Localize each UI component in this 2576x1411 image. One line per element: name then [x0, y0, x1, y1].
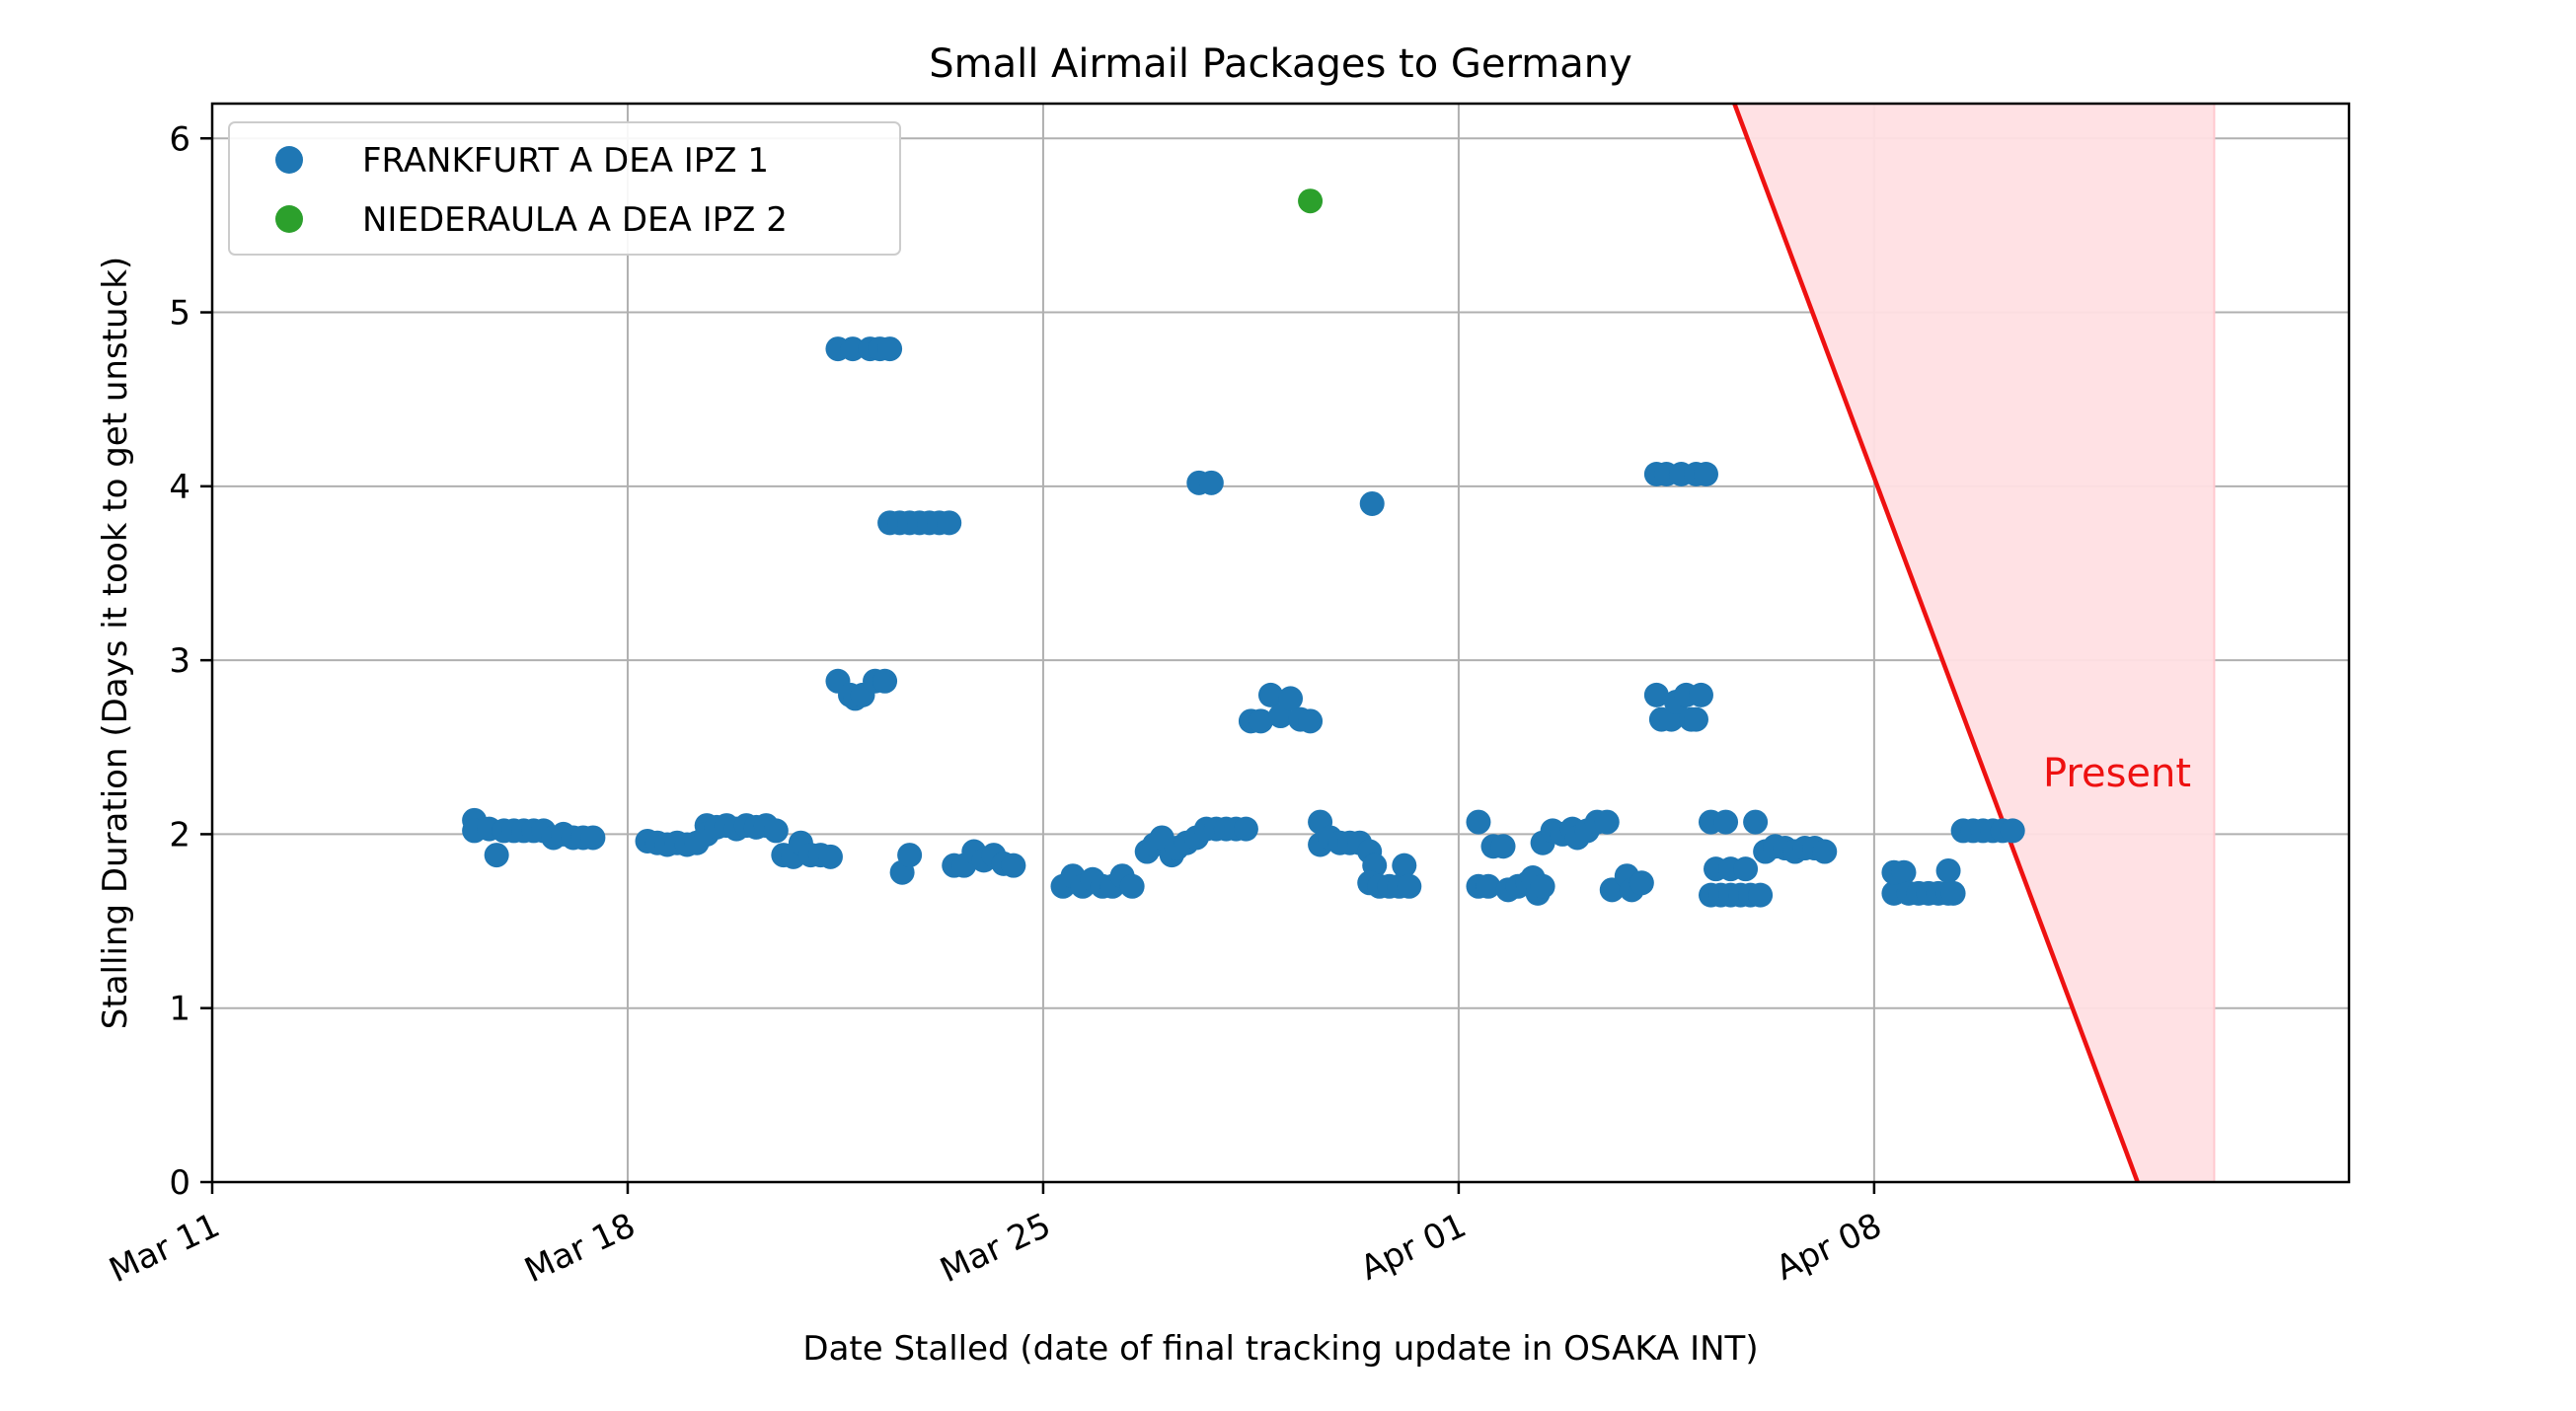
present-annotation: Present — [2043, 751, 2191, 796]
scatter-point — [1940, 880, 1966, 906]
present-shading — [1734, 104, 2215, 1182]
scatter-point — [1392, 853, 1417, 878]
scatter-point — [1490, 834, 1516, 859]
scatter-point — [872, 668, 898, 694]
chart-title: Small Airmail Packages to Germany — [929, 41, 1632, 87]
scatter-point — [1643, 682, 1669, 707]
x-tick-label: Mar 18 — [519, 1206, 642, 1291]
scatter-point — [1119, 873, 1145, 899]
scatter-point — [1359, 490, 1385, 516]
legend-marker — [275, 205, 303, 233]
y-tick-label: 6 — [169, 119, 190, 159]
scatter-point — [2000, 818, 2025, 844]
scatter-point — [1466, 809, 1491, 835]
data-points — [462, 188, 2025, 908]
present-region — [1732, 104, 2216, 1182]
scatter-point — [1733, 856, 1759, 882]
scatter-point — [1298, 188, 1324, 214]
y-tick-label: 4 — [169, 468, 190, 507]
x-tick-label: Apr 08 — [1770, 1206, 1887, 1289]
scatter-point — [763, 818, 789, 844]
scatter-point — [1693, 461, 1718, 486]
x-axis-label: Date Stalled (date of final tracking upd… — [802, 1329, 1758, 1369]
scatter-point — [1743, 809, 1769, 835]
scatter-point — [937, 510, 962, 536]
scatter-point — [1935, 857, 1961, 883]
y-axis-label: Stalling Duration (Days it took to get u… — [96, 257, 135, 1029]
present-line — [1732, 104, 2140, 1182]
x-tick-label: Mar 25 — [935, 1206, 1057, 1291]
legend-box — [228, 121, 901, 256]
y-tick-label: 3 — [169, 641, 190, 681]
scatter-point — [877, 336, 903, 362]
legend-label: FRANKFURT A DEA IPZ 1 — [362, 141, 769, 181]
plot-frame — [210, 102, 2351, 1184]
scatter-point — [1476, 873, 1501, 899]
scatter-point — [1713, 809, 1739, 835]
scatter-point — [1629, 870, 1654, 896]
y-tick-label: 0 — [169, 1163, 190, 1203]
scatter-point — [1248, 708, 1273, 734]
scatter-point — [1530, 873, 1555, 899]
scatter-point — [1233, 816, 1258, 842]
y-tick-label: 1 — [169, 990, 190, 1029]
scatter-point — [1594, 809, 1620, 835]
legend: FRANKFURT A DEA IPZ 1 NIEDERAULA A DEA IP… — [228, 121, 901, 256]
y-tick-label: 5 — [169, 294, 190, 334]
scatter-point — [1298, 708, 1324, 734]
scatter-point — [1278, 686, 1304, 711]
scatter-point — [897, 843, 923, 868]
scatter-point — [817, 844, 843, 869]
scatter-point — [1683, 706, 1708, 732]
scatter-point — [1891, 859, 1917, 885]
scatter-point — [580, 825, 606, 851]
scatter-point — [1688, 682, 1713, 707]
scatter-point — [840, 336, 866, 362]
scatter-point — [1257, 682, 1283, 707]
scatter-point — [484, 843, 509, 868]
axis-ticks: 0 1 2 3 4 5 6 Mar 11 Mar 18 Mar 25 Apr 01 Apr 08 — [104, 119, 1888, 1291]
scatter-point — [1748, 882, 1774, 908]
legend-label: NIEDERAULA A DEA IPZ 2 — [362, 200, 788, 240]
scatter-point — [1397, 873, 1422, 899]
scatter-point — [1812, 839, 1838, 864]
scatter-point — [1001, 853, 1026, 878]
x-tick-label: Apr 01 — [1355, 1206, 1473, 1289]
scatter-point — [1198, 470, 1224, 495]
legend-marker — [275, 146, 303, 174]
x-tick-label: Mar 11 — [104, 1206, 226, 1291]
y-tick-label: 2 — [169, 815, 190, 854]
